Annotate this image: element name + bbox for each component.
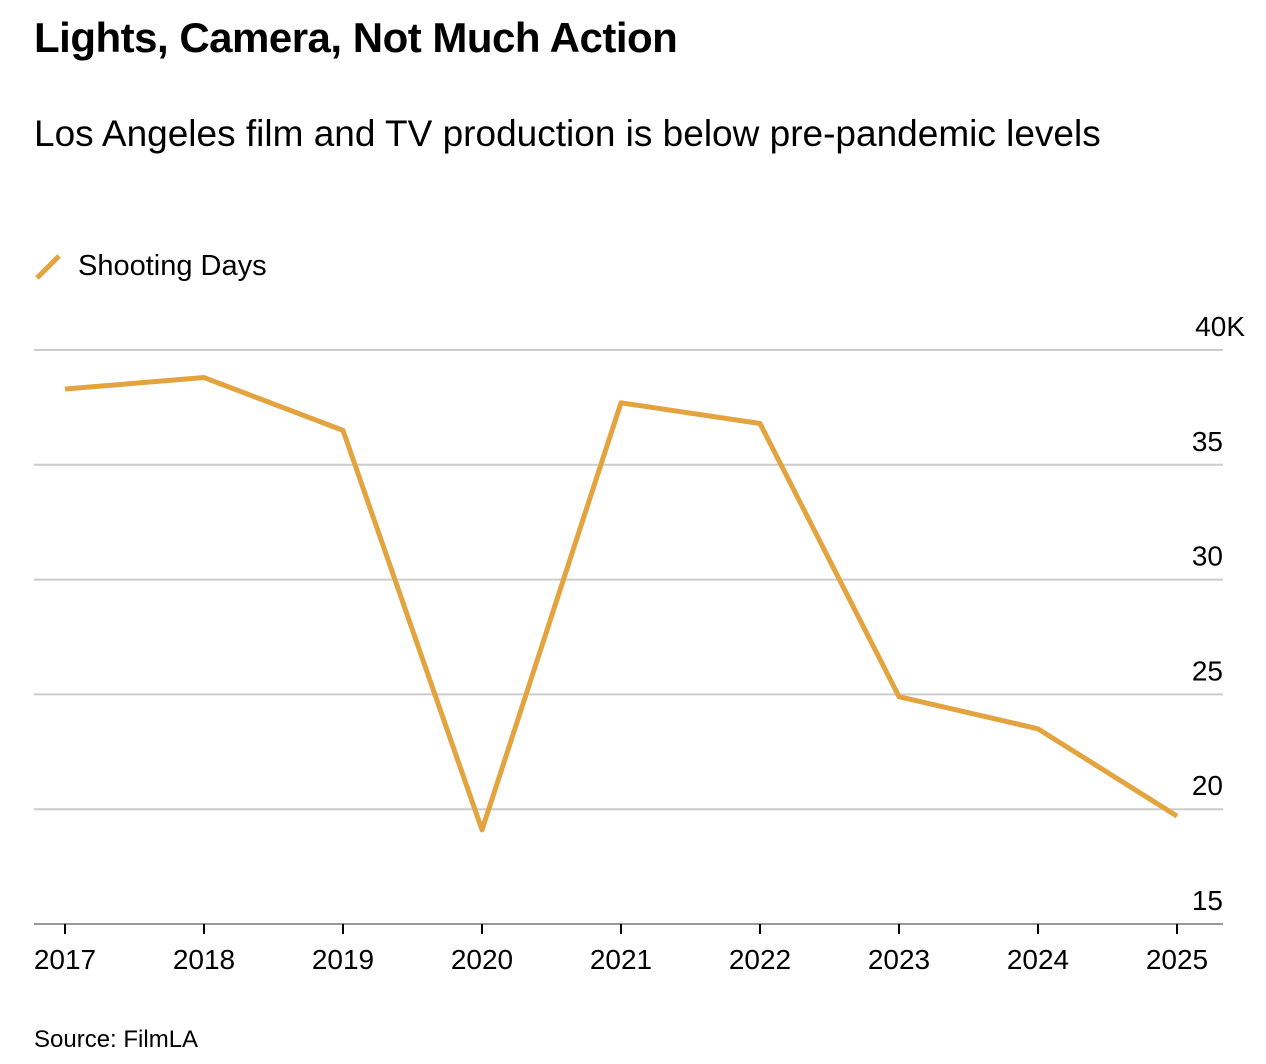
y-tick-label: 20	[1192, 770, 1223, 801]
x-tick-label: 2017	[34, 944, 96, 975]
x-tick-label: 2018	[173, 944, 235, 975]
legend-label: Shooting Days	[78, 250, 267, 282]
x-tick-label: 2020	[451, 944, 513, 975]
y-tick-label: 30	[1192, 541, 1223, 572]
x-tick-label: 2025	[1146, 944, 1208, 975]
x-tick-label: 2019	[312, 944, 374, 975]
y-tick-label: 35	[1192, 426, 1223, 457]
y-tick-label: 25	[1192, 655, 1223, 686]
x-tick-label: 2022	[729, 944, 791, 975]
x-tick-label: 2023	[868, 944, 930, 975]
series-line-shooting-days	[64, 375, 1179, 833]
legend-line-icon	[35, 253, 61, 280]
y-tick-label: 40K	[1195, 311, 1245, 342]
x-tick-label: 2024	[1007, 944, 1069, 975]
source-note: Source: FilmLA	[34, 1026, 199, 1053]
chart-title: Lights, Camera, Not Much Action	[34, 14, 678, 61]
legend: Shooting Days	[34, 250, 267, 283]
y-tick-label: 15	[1192, 885, 1223, 916]
chart-subtitle: Los Angeles film and TV production is be…	[34, 113, 1101, 154]
x-tick-label: 2021	[590, 944, 652, 975]
